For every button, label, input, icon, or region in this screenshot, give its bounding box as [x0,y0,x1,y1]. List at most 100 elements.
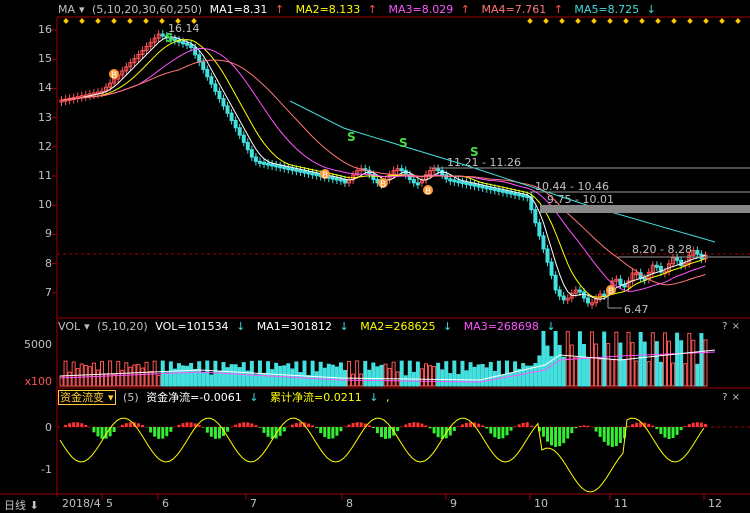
volume-bar [331,365,334,386]
volume-bar [64,361,67,386]
fund-bar [271,427,274,439]
signal-diamond [111,18,117,24]
fund-bar [501,427,504,438]
volume-bar [348,361,351,386]
fund-bar [684,426,687,427]
volume-bar [182,366,185,386]
candle-body [437,169,440,171]
candle-body [554,275,557,290]
fund-bar [461,424,464,427]
volume-bar [514,362,517,386]
candle-body [202,62,205,69]
candle-body [655,265,658,267]
fund-bar [96,427,99,436]
volume-bar [631,343,634,386]
fund-bar [688,424,691,427]
fund-bar [627,426,630,427]
volume-bar [591,332,594,386]
fund-bar [352,423,355,427]
candle-body [283,167,286,169]
signal-diamond [79,18,85,24]
fund-bar [546,427,549,442]
candle-body [214,84,217,91]
fund-bar [574,427,577,428]
candle-body [550,262,553,275]
fund-bar [214,427,217,439]
volume-bar [704,340,707,386]
volume-bar [327,364,330,386]
candle-body [542,236,545,249]
fund-bar [157,427,160,439]
buy-label: B [608,287,614,297]
candle-body [279,166,282,168]
fund-bar [672,427,675,438]
volume-bar [226,368,229,386]
volume-bar [68,372,71,386]
volume-bar [461,361,464,386]
volume-bar [587,358,590,386]
candle-body [190,45,193,48]
candle-body [246,142,249,149]
fund-bar [129,422,132,427]
fund-bar [566,427,569,439]
volume-bar [566,332,569,386]
fund-bar [186,422,189,427]
volume-bar [489,362,492,386]
candle-body [218,91,221,98]
volume-bar [230,365,233,386]
fund-bar [137,423,140,427]
sell-label: S [347,130,356,144]
volume-bar [190,363,193,386]
fund-bar [202,427,205,428]
volume-bar [420,369,423,386]
sell-label: S [470,145,479,159]
volume-bar [663,333,666,386]
candle-body [546,249,549,262]
fund-bar [558,427,561,446]
volume-bar [672,363,675,386]
fund-bar [165,427,168,436]
fund-bar [250,423,253,427]
fund-bar [704,424,707,427]
candle-body [238,128,241,135]
candle-body [497,189,500,191]
volume-bar [392,362,395,386]
signal-diamond [607,18,613,24]
candle-body [222,99,225,106]
moving-average-line [62,48,706,291]
fund-bar [169,427,172,432]
fund-bar [700,423,703,427]
signal-diamond [719,18,725,24]
fund-bar [258,427,261,428]
volume-bar [319,362,322,386]
candle-body [619,279,622,284]
fund-bar [182,423,185,427]
volume-bar [647,362,650,386]
fund-bar [696,422,699,427]
volume-bar [680,341,683,386]
candle-body [587,298,590,303]
fund-bar [433,427,436,433]
candle-body [518,194,521,196]
sell-label: S [399,136,408,150]
fund-bar [607,427,610,445]
signal-diamond [639,18,645,24]
volume-bar [623,360,626,386]
fund-bar [234,425,237,427]
signal-diamond [159,18,165,24]
candle-body [344,180,347,183]
candle-body [522,195,525,197]
fund-bar [514,426,517,427]
signal-diamond [591,18,597,24]
volume-bar [416,362,419,386]
volume-bar [510,373,513,386]
volume-bar [250,361,253,386]
fund-bar [388,427,391,438]
volume-bar [433,367,436,386]
volume-bar [473,367,476,386]
volume-bar [198,362,201,386]
fund-bar [263,427,266,433]
signal-diamond [191,18,197,24]
volume-bar [558,346,561,386]
